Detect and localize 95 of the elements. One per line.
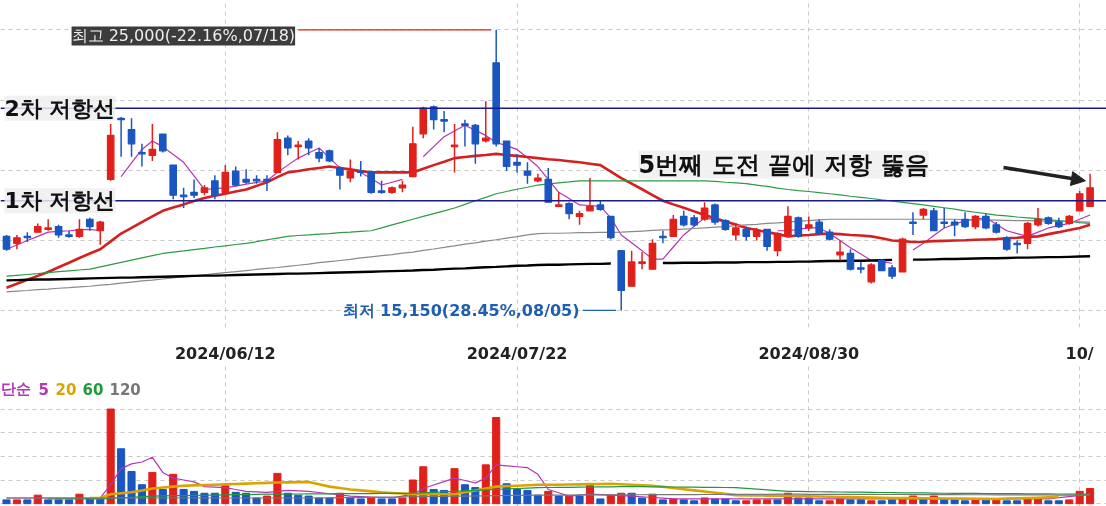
text: 5	[38, 380, 49, 399]
text: 20	[55, 380, 77, 399]
candlestick	[367, 170, 375, 195]
bar	[638, 497, 647, 505]
candlestick	[773, 231, 782, 258]
bar	[2, 499, 11, 505]
candlestick	[1034, 207, 1042, 228]
candlestick	[700, 201, 709, 222]
bar	[961, 500, 970, 505]
annotation: 최고 25,000(-22.16%,07/18)	[71, 26, 296, 46]
candlestick	[179, 187, 188, 209]
bar	[44, 499, 53, 505]
candlestick	[1023, 221, 1032, 251]
bar	[1013, 500, 1022, 505]
ref-line-label: 1차 저항선	[4, 188, 116, 214]
candlestick	[929, 207, 938, 232]
candlestick	[127, 117, 136, 158]
bar	[731, 500, 740, 505]
bar	[12, 499, 21, 505]
text: 60	[82, 380, 104, 399]
candlestick	[75, 218, 84, 239]
candlestick	[138, 143, 146, 168]
candlestick	[513, 153, 521, 174]
annotation: 5번째 도전 끝에 저항 뚫음	[638, 150, 929, 179]
x-tick-label: 2024/08/30	[758, 343, 860, 363]
candlestick	[1075, 190, 1084, 212]
bar	[554, 495, 563, 505]
candlestick	[211, 174, 219, 201]
text: 120	[109, 380, 141, 399]
bar	[106, 408, 115, 505]
bar	[398, 497, 407, 505]
candlestick	[867, 262, 876, 285]
bar	[658, 499, 667, 505]
bar	[512, 488, 522, 505]
bar	[1002, 500, 1011, 505]
bar	[773, 499, 782, 505]
candlestick	[940, 207, 949, 229]
bar	[523, 489, 532, 505]
bar	[387, 498, 397, 505]
candlestick	[440, 110, 448, 134]
x-tick-label: 2024/07/22	[466, 343, 568, 363]
candlestick	[836, 239, 844, 262]
bar	[575, 495, 584, 505]
bar	[23, 499, 32, 505]
bar	[54, 499, 63, 505]
candlestick	[909, 211, 917, 236]
candlestick	[283, 134, 292, 157]
candlestick	[846, 248, 855, 272]
x-tick-label: 2024/06/12	[174, 343, 276, 363]
bar	[825, 500, 834, 505]
bar	[846, 499, 855, 505]
candlestick	[857, 261, 865, 275]
candlestick	[523, 161, 532, 185]
bar	[346, 497, 355, 505]
bar	[752, 499, 761, 505]
candlestick	[794, 215, 803, 239]
annotation: 최저 15,150(28.45%,08/05)	[342, 300, 580, 320]
candlestick	[606, 215, 615, 240]
bar	[950, 499, 959, 505]
bar	[1054, 500, 1063, 505]
x-tick-label: 10/	[1065, 343, 1094, 363]
candlestick	[158, 133, 167, 154]
candlestick	[221, 164, 230, 194]
bar	[992, 499, 1001, 505]
candlestick	[586, 177, 594, 212]
bar	[367, 497, 376, 505]
candlestick	[471, 123, 480, 165]
bar	[377, 498, 386, 505]
candlestick	[148, 123, 157, 162]
bar	[1044, 500, 1053, 505]
bar	[356, 498, 365, 505]
legend-title: 단순	[0, 379, 31, 398]
candlestick	[190, 178, 198, 199]
candlestick	[763, 228, 771, 252]
bar	[492, 417, 501, 505]
bar	[867, 500, 876, 505]
bar	[1086, 488, 1095, 505]
candlestick	[804, 215, 813, 232]
candlestick	[481, 100, 490, 144]
bar	[596, 498, 605, 505]
candlestick	[638, 251, 646, 270]
candlestick	[96, 219, 105, 246]
candlestick	[784, 205, 792, 238]
candlestick	[44, 218, 53, 232]
bar	[815, 500, 824, 505]
candlestick	[669, 214, 678, 238]
candlestick	[242, 168, 250, 185]
bar	[690, 500, 699, 505]
bar	[742, 500, 751, 505]
bar	[877, 500, 886, 505]
candlestick	[544, 167, 553, 203]
bar	[1065, 499, 1074, 505]
ref-line-label: 2차 저항선	[4, 95, 116, 121]
candlestick	[346, 158, 355, 183]
candlestick	[461, 118, 469, 148]
